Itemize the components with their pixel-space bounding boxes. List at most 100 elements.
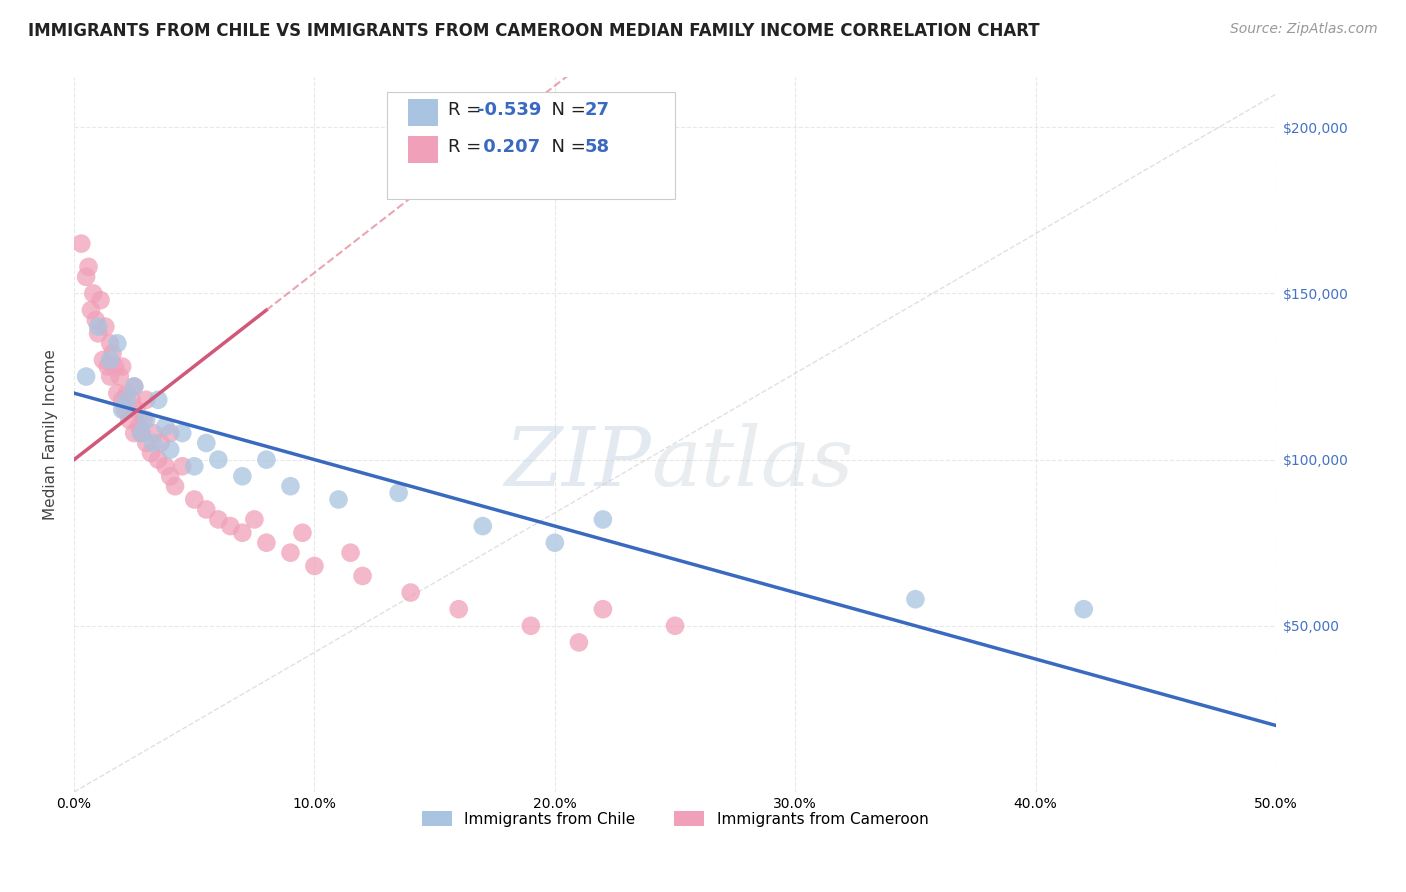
Point: [388, 486, 411, 500]
Text: N =: N =: [540, 138, 592, 156]
Point: [568, 635, 591, 649]
Text: R =: R =: [449, 101, 486, 119]
Point: [75, 269, 97, 284]
Point: [87, 326, 110, 341]
Point: [118, 413, 141, 427]
Point: [447, 602, 470, 616]
Point: [131, 425, 153, 440]
Point: [155, 419, 177, 434]
Point: [195, 436, 218, 450]
Point: [97, 359, 120, 374]
Point: [122, 425, 145, 440]
Point: [231, 525, 253, 540]
Point: [87, 319, 110, 334]
Point: [94, 319, 117, 334]
Text: 58: 58: [585, 138, 610, 156]
Point: [159, 425, 181, 440]
FancyBboxPatch shape: [408, 99, 439, 126]
Point: [328, 492, 350, 507]
Point: [91, 353, 114, 368]
Point: [122, 379, 145, 393]
Y-axis label: Median Family Income: Median Family Income: [44, 350, 58, 520]
Point: [520, 619, 543, 633]
Point: [125, 402, 148, 417]
Point: [70, 236, 93, 251]
Point: [121, 392, 143, 407]
Point: [159, 469, 181, 483]
Point: [592, 602, 614, 616]
Point: [105, 336, 128, 351]
Point: [183, 492, 205, 507]
Text: R =: R =: [449, 138, 486, 156]
Point: [139, 446, 162, 460]
Point: [280, 546, 302, 560]
Point: [254, 452, 277, 467]
Text: IMMIGRANTS FROM CHILE VS IMMIGRANTS FROM CAMEROON MEDIAN FAMILY INCOME CORRELATI: IMMIGRANTS FROM CHILE VS IMMIGRANTS FROM…: [28, 22, 1040, 40]
Point: [77, 260, 100, 274]
Point: [904, 592, 927, 607]
Text: ZIP: ZIP: [505, 424, 651, 503]
Legend: Immigrants from Chile, Immigrants from Cameroon: Immigrants from Chile, Immigrants from C…: [413, 803, 936, 834]
Point: [128, 419, 150, 434]
Point: [114, 402, 136, 417]
Point: [101, 346, 124, 360]
Text: -0.539: -0.539: [477, 101, 541, 119]
Point: [111, 402, 134, 417]
Point: [155, 459, 177, 474]
Point: [149, 436, 172, 450]
Point: [80, 303, 103, 318]
Point: [90, 293, 112, 307]
Text: N =: N =: [540, 101, 592, 119]
Point: [115, 392, 138, 407]
Point: [98, 336, 121, 351]
Point: [135, 413, 157, 427]
Point: [664, 619, 686, 633]
Point: [159, 442, 181, 457]
Point: [471, 519, 494, 533]
Point: [98, 369, 121, 384]
Point: [148, 392, 170, 407]
Text: 0.207: 0.207: [477, 138, 540, 156]
Point: [122, 379, 145, 393]
Point: [82, 286, 104, 301]
Point: [544, 535, 567, 549]
Point: [339, 546, 361, 560]
Point: [195, 502, 218, 516]
Point: [207, 512, 229, 526]
Point: [243, 512, 266, 526]
Point: [108, 369, 131, 384]
Text: Source: ZipAtlas.com: Source: ZipAtlas.com: [1230, 22, 1378, 37]
Point: [98, 353, 121, 368]
Point: [304, 558, 326, 573]
Point: [148, 452, 170, 467]
Point: [207, 452, 229, 467]
Point: [172, 459, 194, 474]
Point: [105, 386, 128, 401]
Point: [75, 369, 97, 384]
Point: [111, 392, 134, 407]
Point: [183, 459, 205, 474]
Point: [142, 436, 165, 450]
Point: [84, 313, 107, 327]
Point: [165, 479, 187, 493]
Point: [111, 359, 134, 374]
FancyBboxPatch shape: [408, 136, 439, 163]
Point: [291, 525, 314, 540]
Point: [352, 569, 374, 583]
Point: [104, 359, 127, 374]
Point: [131, 425, 153, 440]
Point: [280, 479, 302, 493]
Text: atlas: atlas: [651, 424, 853, 503]
Point: [142, 425, 165, 440]
FancyBboxPatch shape: [387, 92, 675, 199]
Text: 27: 27: [585, 101, 610, 119]
Point: [231, 469, 253, 483]
Point: [592, 512, 614, 526]
Point: [1073, 602, 1095, 616]
Point: [254, 535, 277, 549]
Point: [399, 585, 422, 599]
Point: [132, 413, 155, 427]
Point: [135, 392, 157, 407]
Point: [172, 425, 194, 440]
Point: [135, 436, 157, 450]
